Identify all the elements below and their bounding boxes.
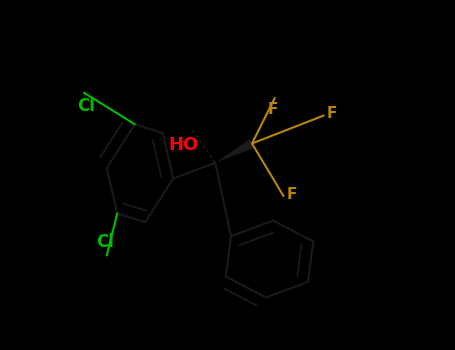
- Text: HO: HO: [169, 136, 199, 154]
- Text: F: F: [327, 106, 337, 121]
- Text: F: F: [286, 187, 297, 202]
- Polygon shape: [215, 139, 254, 163]
- Text: F: F: [268, 102, 278, 117]
- Text: Cl: Cl: [96, 233, 114, 251]
- Text: Cl: Cl: [77, 97, 95, 115]
